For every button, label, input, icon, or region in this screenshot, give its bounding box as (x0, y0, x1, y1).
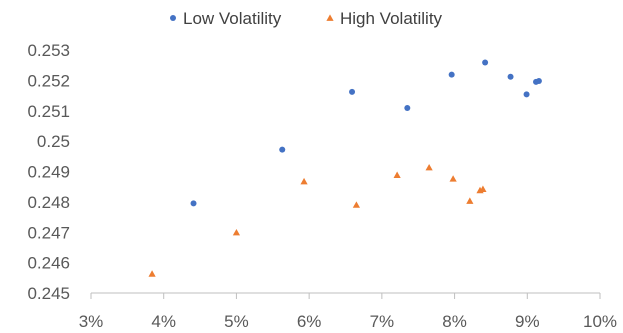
point-low-volatility (279, 146, 286, 153)
x-axis-tick-labels: 3% 4% 5% 6% 7% 8% 9% 10% (79, 312, 617, 331)
x-tick-label: 5% (224, 312, 249, 331)
y-tick-label: 0.246 (27, 254, 70, 273)
point-low-volatility (523, 91, 530, 98)
x-tick-label: 8% (442, 312, 467, 331)
point-low-volatility (535, 77, 542, 84)
y-tick-label: 0.245 (27, 284, 70, 303)
y-tick-label: 0.248 (27, 193, 70, 212)
x-tick-label: 10% (583, 312, 617, 331)
legend-label-high-volatility: High Volatility (340, 9, 443, 28)
legend-label-low-volatility: Low Volatility (183, 9, 282, 28)
point-high-volatility (449, 175, 457, 182)
legend-marker-high-volatility (326, 14, 334, 21)
y-axis-tick-labels: 0.245 0.246 0.247 0.248 0.249 0.25 0.251 0.252 0… (27, 41, 70, 303)
point-low-volatility (404, 105, 411, 112)
point-high-volatility (466, 197, 474, 204)
y-tick-label: 0.247 (27, 223, 70, 242)
y-tick-label: 0.251 (27, 102, 70, 121)
y-tick-label: 0.252 (27, 71, 70, 90)
x-tick-label: 7% (370, 312, 395, 331)
point-high-volatility (232, 228, 241, 236)
point-low-volatility (507, 73, 514, 80)
x-axis (90, 292, 601, 299)
y-tick-label: 0.253 (27, 41, 70, 60)
legend-marker-low-volatility (170, 15, 176, 21)
x-tick-label: 9% (515, 312, 540, 331)
point-low-volatility (190, 200, 197, 207)
x-tick-label: 6% (297, 312, 322, 331)
point-high-volatility (393, 171, 401, 179)
y-tick-label: 0.249 (27, 163, 70, 182)
point-high-volatility (425, 163, 433, 171)
x-tick-label: 4% (151, 312, 176, 331)
x-tick-label: 3% (79, 312, 104, 331)
point-high-volatility (300, 177, 308, 185)
point-low-volatility (349, 88, 356, 95)
point-high-volatility (148, 270, 156, 277)
data-points (148, 59, 542, 277)
y-tick-label: 0.25 (37, 132, 70, 151)
point-low-volatility (448, 71, 455, 78)
point-high-volatility (352, 201, 361, 208)
point-high-volatility (479, 185, 487, 192)
point-low-volatility (482, 59, 489, 66)
legend: Low Volatility High Volatility (170, 9, 443, 28)
